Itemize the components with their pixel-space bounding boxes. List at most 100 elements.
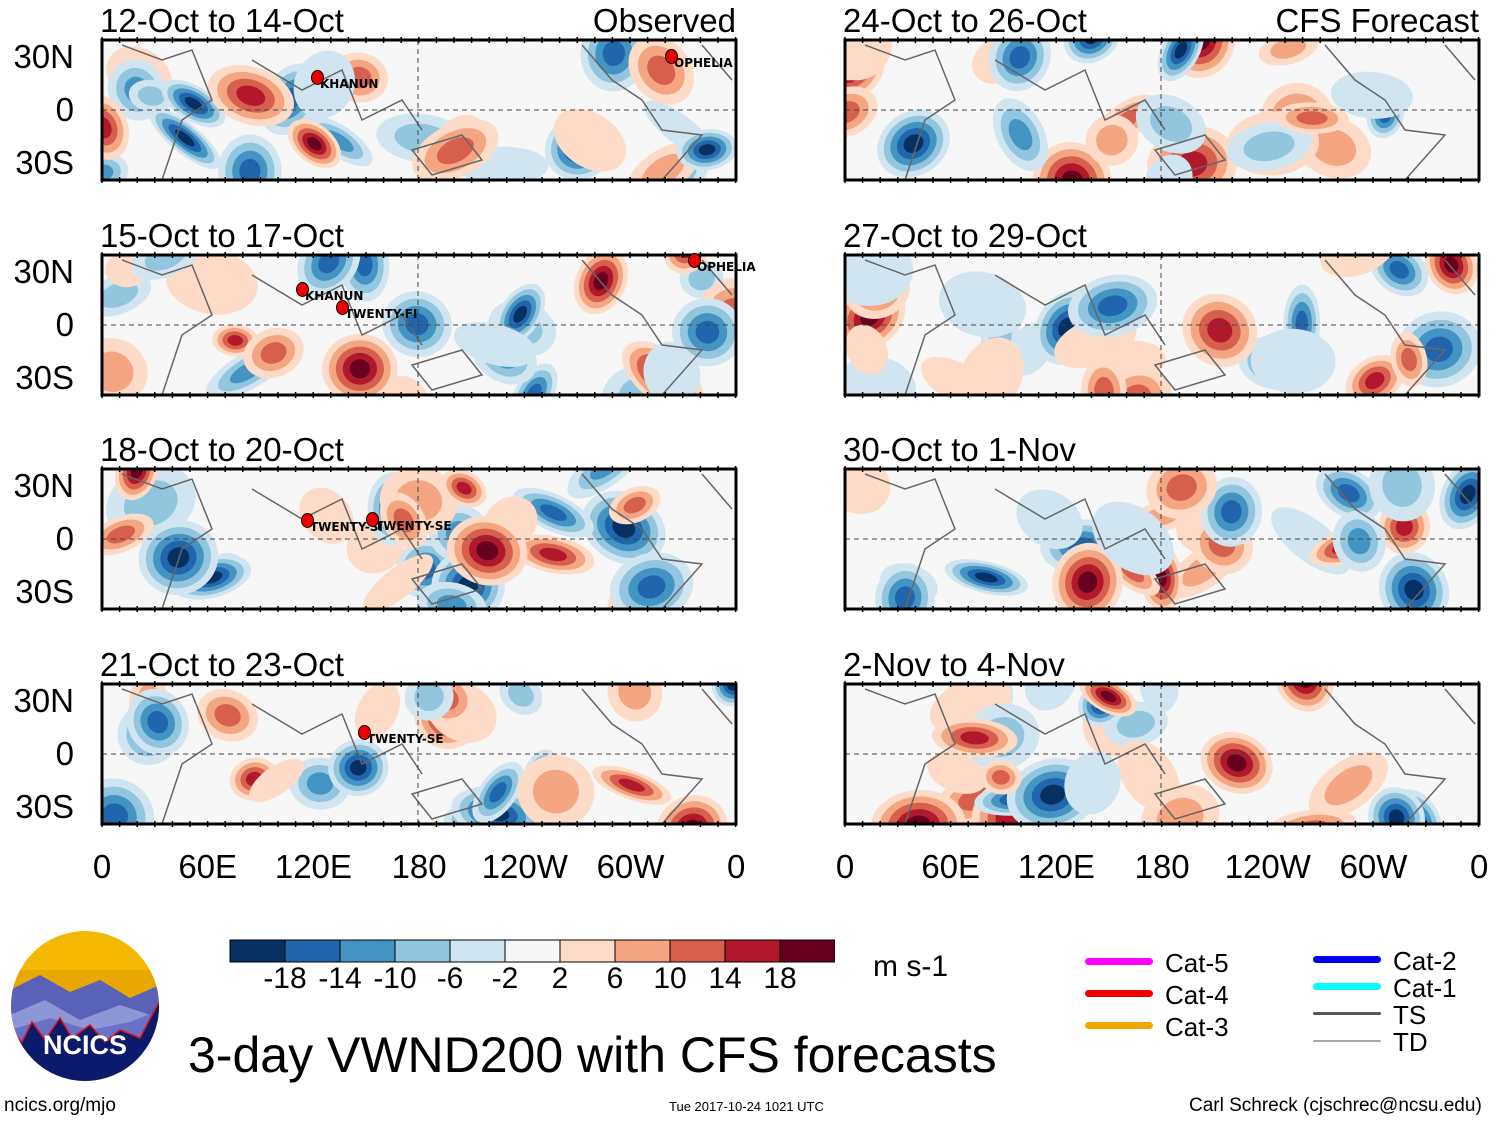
storm-label: TWENTY-SE [367, 732, 444, 746]
anomaly-contour [363, 554, 434, 609]
storm-marker-icon [301, 513, 314, 528]
anomaly-contour [845, 356, 916, 395]
anomaly-contour [974, 572, 998, 583]
anomaly-contour [260, 342, 287, 364]
anomaly-contour [905, 815, 932, 824]
colorbar-swatch [614, 939, 671, 963]
legend-swatch [1085, 1022, 1153, 1029]
anomaly-contour [1226, 754, 1247, 772]
anomaly-contour [349, 359, 371, 379]
legend-swatch [1085, 990, 1153, 997]
anomaly-contour [539, 547, 567, 562]
anomaly-contour [920, 356, 994, 395]
anomaly-contour [1094, 376, 1114, 395]
anomaly-contour [1078, 40, 1105, 49]
legend-swatch [1313, 1012, 1381, 1015]
lat-label: 30N [13, 38, 74, 75]
anomaly-contour [1459, 484, 1476, 504]
lat-label: 30N [13, 467, 74, 504]
colorbar-label: -2 [491, 962, 519, 995]
anomaly-contour [1096, 124, 1128, 156]
coastline [121, 473, 733, 609]
colorbar-swatch [559, 939, 616, 963]
anomaly-contour [991, 770, 1010, 785]
lon-label: 120E [1017, 848, 1095, 885]
map-panel [843, 37, 1481, 183]
anomaly-contour [1092, 501, 1174, 576]
anomaly-contour [695, 320, 720, 344]
anomaly-contour [184, 97, 203, 111]
anomaly-contour [102, 281, 139, 308]
coastline [864, 259, 1476, 395]
anomaly-contour [1337, 483, 1360, 503]
anomaly-contour [1444, 256, 1459, 273]
anomaly-contour [1347, 528, 1371, 555]
lon-label: 180 [1134, 848, 1190, 885]
anomaly-contour [960, 731, 989, 745]
legend-swatch [1313, 983, 1381, 990]
lat-label: 30S [15, 788, 74, 825]
anomaly-contour [249, 758, 304, 803]
anomaly-contour [147, 711, 169, 734]
colorbar-swatch [229, 939, 286, 963]
lat-label: 30S [15, 573, 74, 610]
anomaly-contour [1024, 684, 1077, 711]
colorbar-label: 10 [653, 962, 687, 995]
anomaly-contour [227, 335, 243, 346]
anomaly-contour [513, 306, 528, 323]
anomaly-contour [307, 137, 322, 151]
lat-label: 0 [55, 520, 74, 557]
storm-marker-icon [296, 282, 309, 297]
anomaly-contour [623, 496, 646, 514]
lon-label: 60E [921, 848, 981, 885]
panel-title: 24-Oct to 26-Oct [843, 2, 1087, 39]
storm-label: OPHELIA [674, 56, 733, 70]
lat-label: 0 [55, 306, 74, 343]
anomaly-contour [1270, 40, 1306, 59]
map-panel [100, 252, 738, 398]
observed-label: Observed [592, 2, 736, 39]
storm-marker-icon [311, 70, 324, 85]
colorbar-swatch [449, 939, 506, 963]
anomaly-contour [1207, 318, 1233, 343]
panel-title: 2-Nov to 4-Nov [843, 646, 1065, 683]
anomaly-contour [618, 778, 645, 792]
logo-text: NCICS [43, 1030, 127, 1060]
anomaly-contour [1009, 46, 1031, 69]
legend-swatch [1085, 958, 1153, 965]
anomaly-contour [938, 271, 1027, 338]
map-panel [100, 681, 738, 827]
anomaly-contour [927, 752, 987, 794]
lon-label: 0 [1470, 848, 1489, 885]
anomaly-contour [1388, 809, 1405, 824]
anomaly-contour [1250, 328, 1336, 394]
anomaly-contour [453, 321, 537, 367]
anomaly-contour [1121, 384, 1152, 395]
legend-label: Cat-3 [1165, 1012, 1229, 1042]
anomaly-contour [1054, 163, 1091, 180]
footer-url[interactable]: ncics.org/mjo [4, 1095, 116, 1116]
storm-label: KHANUN [320, 77, 379, 91]
coastline [864, 688, 1476, 824]
lon-label: 0 [92, 848, 112, 885]
units-label: m s-1 [873, 950, 948, 983]
legend-label: Cat-2 [1393, 946, 1457, 976]
lat-label: 0 [55, 735, 74, 772]
coastline [121, 688, 733, 824]
anomaly-contour [539, 504, 567, 521]
ncics-logo: NCICS [11, 931, 159, 1081]
lon-label: 120E [274, 848, 352, 885]
anomaly-contour [845, 255, 914, 306]
colorbar-swatch [724, 939, 781, 963]
anomaly-contour [1144, 154, 1193, 180]
anomaly-contour [1116, 710, 1155, 738]
panel-title: 15-Oct to 17-Oct [100, 217, 344, 254]
storm-marker-icon [358, 725, 371, 740]
lon-label: 60W [1339, 848, 1408, 885]
panel-title: 12-Oct to 14-Oct [100, 2, 344, 39]
storm-label: TWENTY-SI [310, 520, 383, 534]
legend-swatch [1313, 1040, 1381, 1042]
colorbar-swatch [339, 939, 396, 963]
colorbar-swatch [394, 939, 451, 963]
